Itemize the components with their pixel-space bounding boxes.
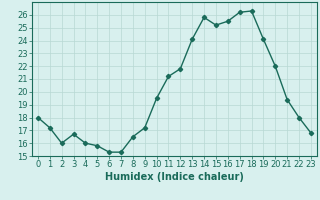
X-axis label: Humidex (Indice chaleur): Humidex (Indice chaleur) bbox=[105, 172, 244, 182]
